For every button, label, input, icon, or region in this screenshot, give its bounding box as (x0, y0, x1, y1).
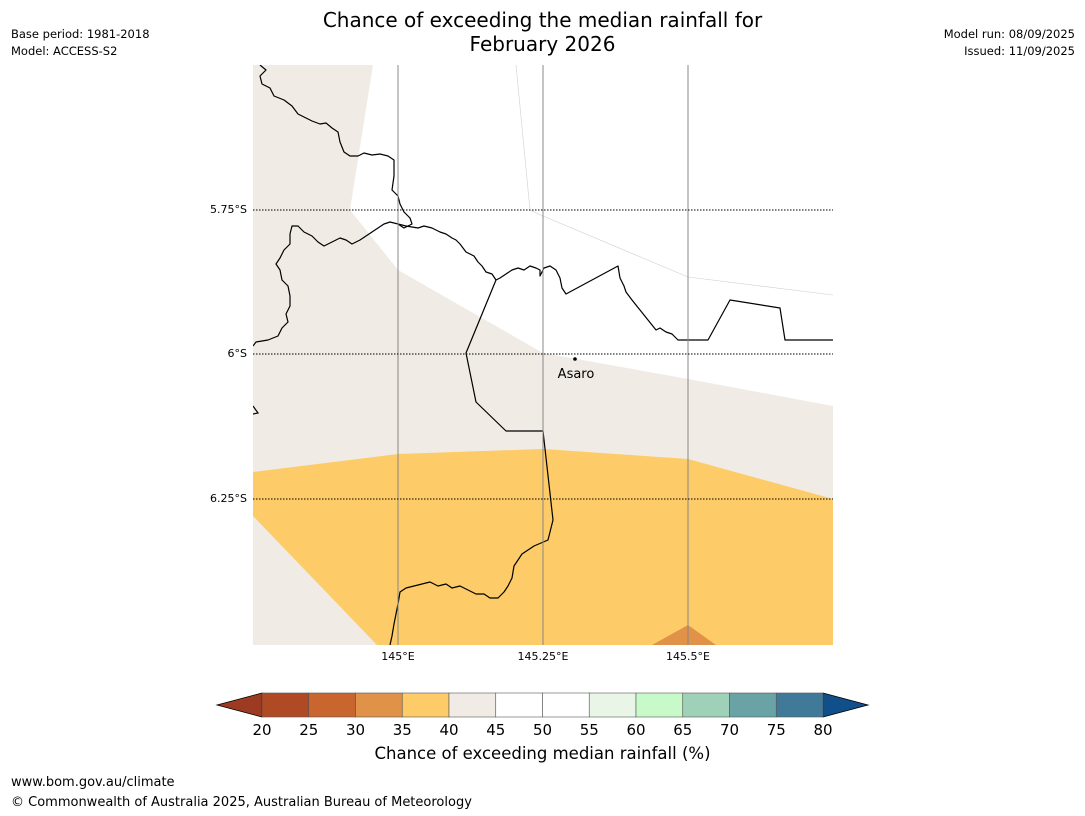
meta-left: Base period: 1981-2018 Model: ACCESS-S2 (11, 26, 150, 60)
lat-label: 5.75°S (210, 203, 247, 216)
model-text: Model: ACCESS-S2 (11, 44, 118, 58)
footer-copyright: © Commonwealth of Australia 2025, Austra… (11, 795, 472, 810)
colorbar-segment (682, 692, 730, 718)
colorbar-segment (729, 692, 777, 718)
model-run-text: Model run: 08/09/2025 (943, 27, 1075, 41)
colorbar-tick-label: 45 (486, 721, 505, 739)
colorbar-tick-label: 70 (720, 721, 739, 739)
colorbar-segment (308, 692, 356, 718)
footer-url: www.bom.gov.au/climate (11, 775, 175, 790)
colorbar-segment (588, 692, 637, 718)
colorbar-tick-label: 80 (813, 721, 832, 739)
fill-region-30-35 (652, 625, 716, 645)
chart-title: Chance of exceeding the median rainfall … (0, 8, 1085, 56)
colorbar-tick-label: 35 (393, 721, 412, 739)
colorbar-tick-label: 50 (533, 721, 552, 739)
map-area: Asaro (253, 65, 833, 645)
colorbar-segment (542, 692, 590, 718)
colorbar-segment (448, 692, 497, 718)
base-period-text: Base period: 1981-2018 (11, 27, 150, 41)
colorbar-over-arrow (822, 692, 870, 718)
border-line-2 (397, 223, 833, 341)
colorbar-under-arrow (215, 692, 263, 718)
meta-right: Model run: 08/09/2025 Issued: 11/09/2025 (944, 26, 1075, 60)
colorbar-tick-label: 30 (346, 721, 365, 739)
colorbar-segment (401, 692, 450, 718)
colorbar-tick-label: 65 (673, 721, 692, 739)
colorbar-tick-label: 40 (439, 721, 458, 739)
border-stub (253, 405, 260, 415)
border-line (253, 65, 413, 347)
lat-label: 6.25°S (210, 492, 247, 505)
colorbar-tick-label: 60 (626, 721, 645, 739)
colorbar-tick-label: 20 (252, 721, 271, 739)
colorbar-label: Chance of exceeding median rainfall (%) (374, 744, 711, 763)
colorbar-tick-label: 55 (580, 721, 599, 739)
colorbar-segment (355, 692, 403, 718)
colorbar-segment (495, 692, 543, 718)
border-line-3 (389, 279, 554, 645)
lon-label: 145.5°E (666, 650, 710, 663)
title-line-2: February 2026 (469, 32, 616, 56)
lon-label: 145°E (381, 650, 414, 663)
colorbar-segment (261, 692, 310, 718)
colorbar-segment (635, 692, 684, 718)
colorbar-segment (775, 692, 824, 718)
lat-label: 6°S (228, 347, 247, 360)
title-line-1: Chance of exceeding the median rainfall … (322, 8, 763, 32)
place-label: Asaro (558, 367, 595, 382)
place-marker (573, 357, 577, 361)
colorbar-tick-label: 75 (767, 721, 786, 739)
colorbar-tick-label: 25 (299, 721, 318, 739)
lon-label: 145.25°E (518, 650, 569, 663)
colorbar: 20 25 30 35 40 45 50 55 60 65 70 75 80 (215, 692, 870, 739)
issued-text: Issued: 11/09/2025 (964, 44, 1075, 58)
